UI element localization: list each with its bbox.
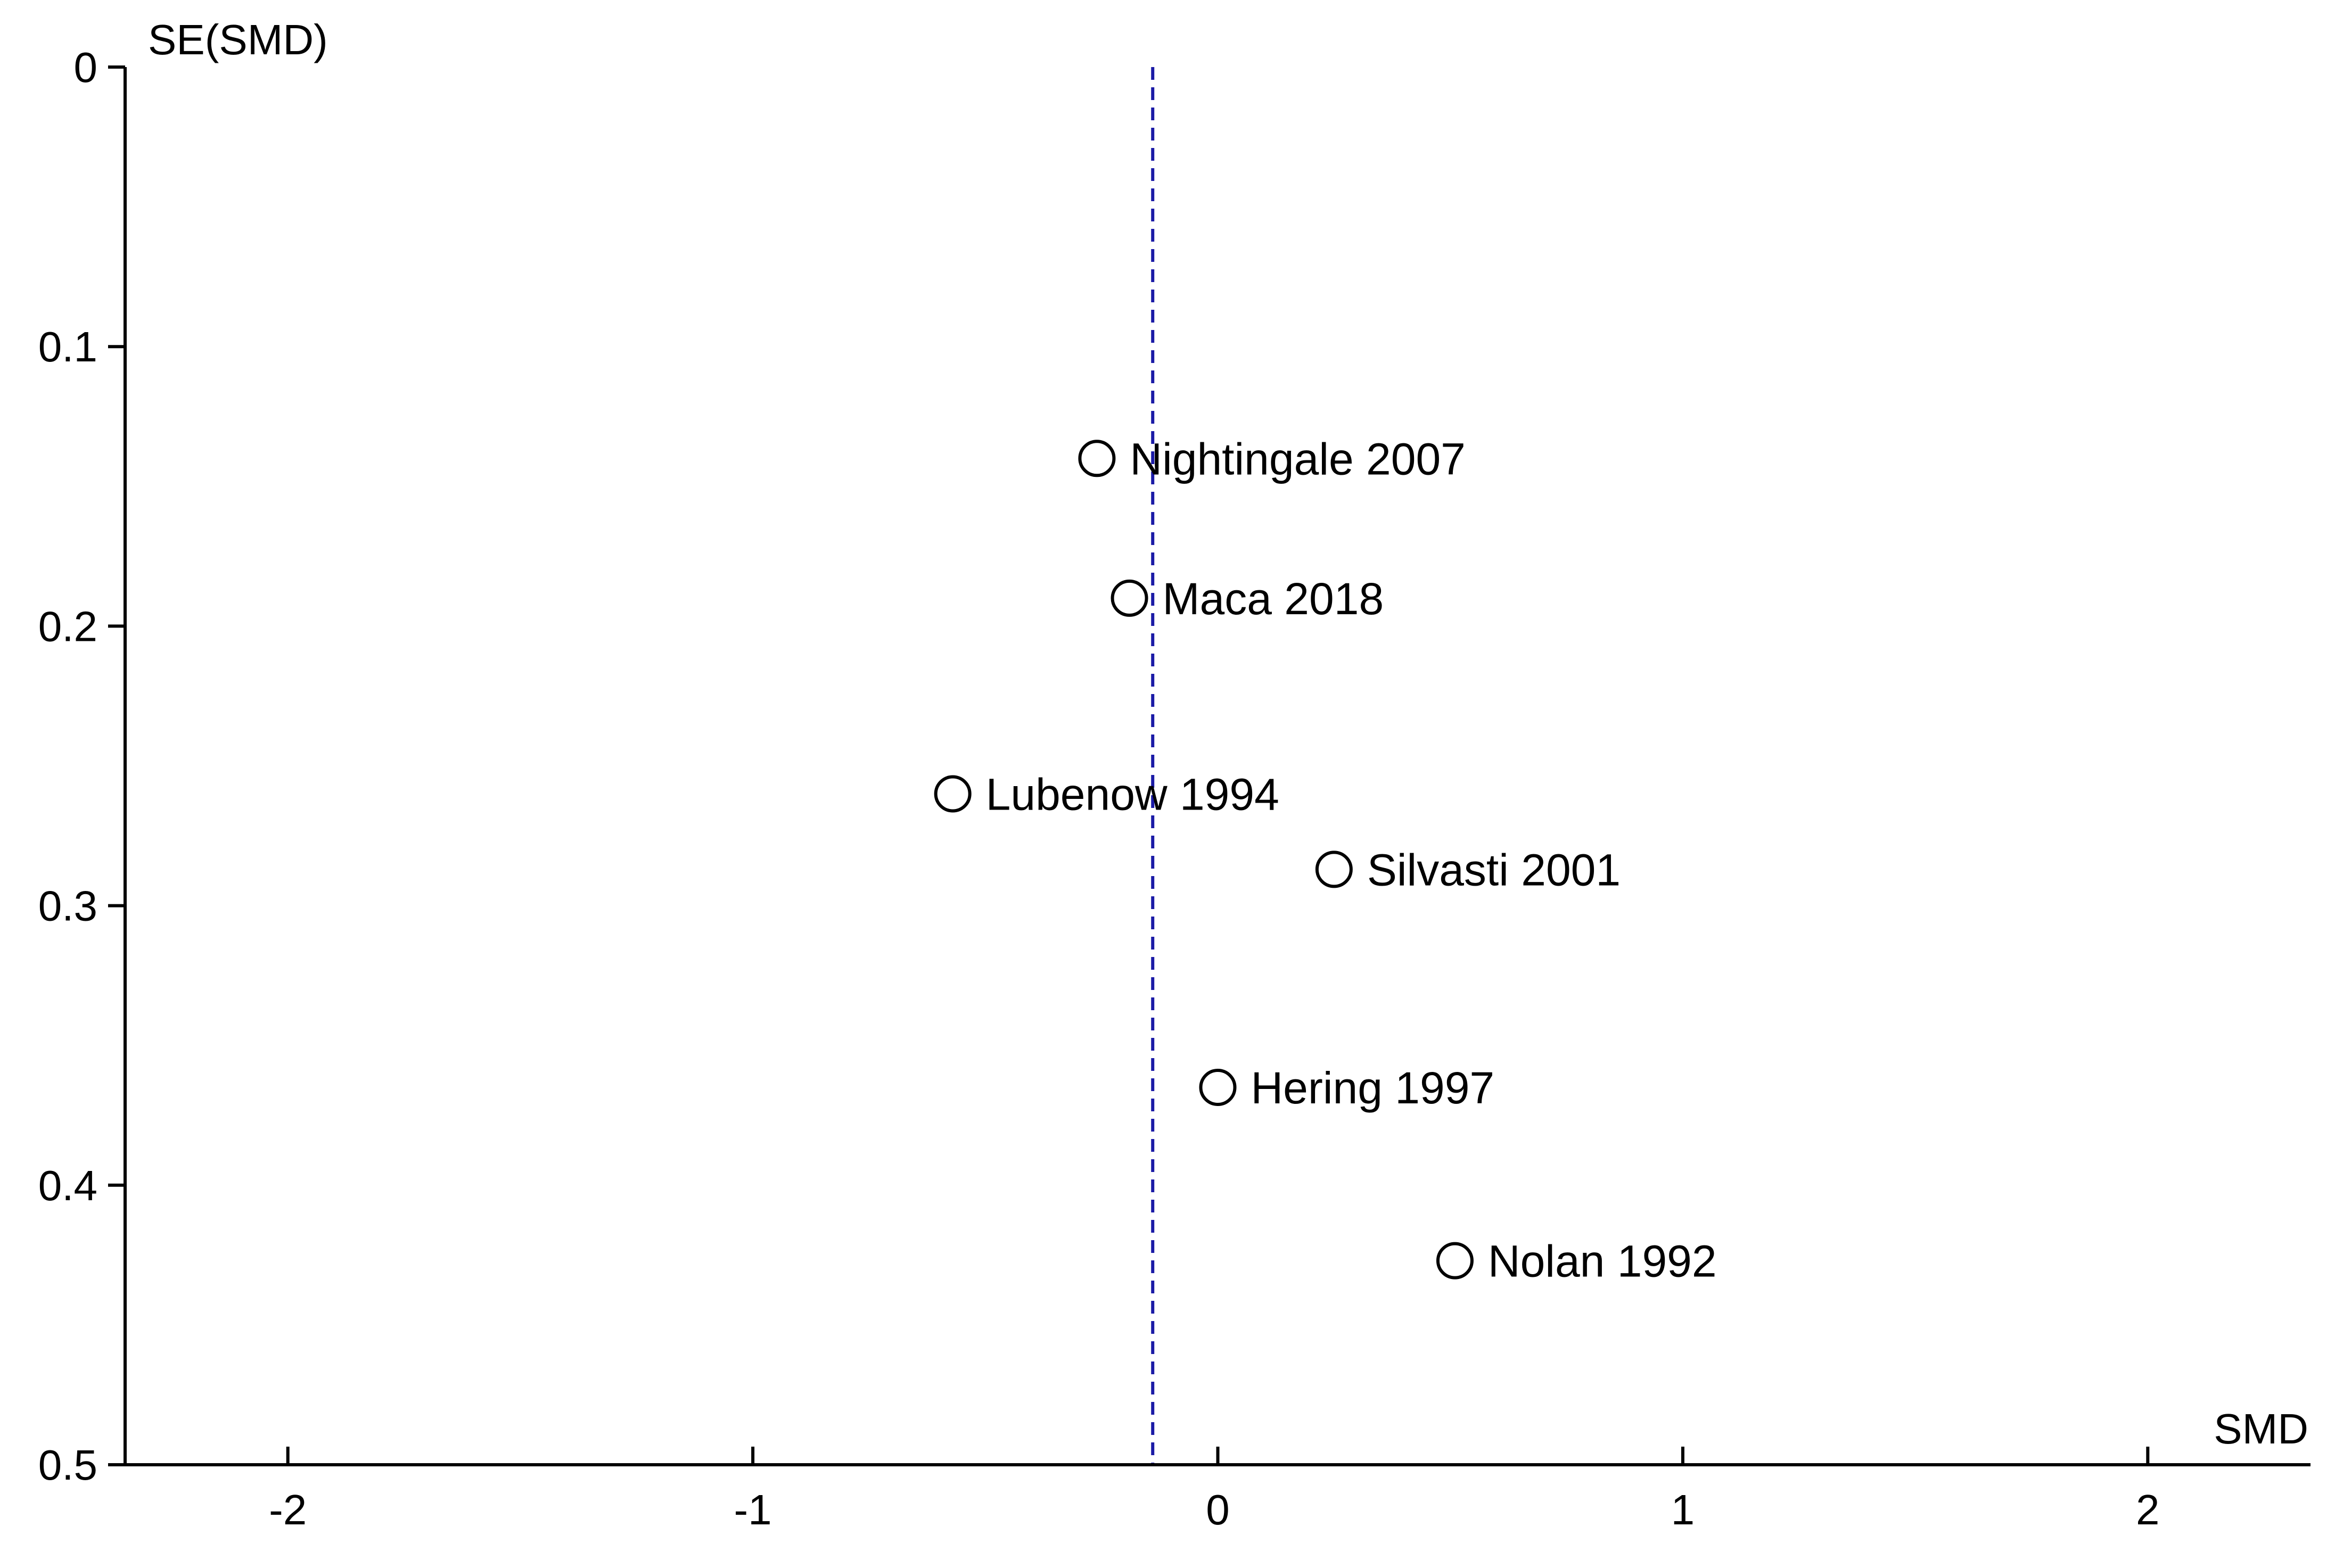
y-tick-label: 0.5 bbox=[38, 1441, 97, 1489]
study-label: Nolan 1992 bbox=[1488, 1236, 1717, 1286]
y-tick-label: 0.4 bbox=[38, 1162, 97, 1209]
study-label: Maca 2018 bbox=[1163, 574, 1384, 624]
study-point bbox=[1436, 1242, 1474, 1280]
study-label: Lubenow 1994 bbox=[986, 770, 1279, 820]
y-tick-label: 0.2 bbox=[38, 603, 97, 650]
points-layer: Nightingale 2007 Maca 2018 Lubenow 1994 Sil… bbox=[934, 434, 1717, 1286]
study-point bbox=[1111, 579, 1148, 617]
y-tick-label: 0 bbox=[74, 44, 98, 91]
study-point bbox=[1315, 851, 1353, 888]
x-axis-title: SMD bbox=[2214, 1405, 2308, 1453]
y-axis-title: SE(SMD) bbox=[148, 16, 328, 63]
y-tick-label: 0.1 bbox=[38, 323, 97, 370]
y-tick-label: 0.3 bbox=[38, 882, 97, 930]
study-label: Nightingale 2007 bbox=[1130, 434, 1466, 484]
x-tick-label: 2 bbox=[2136, 1486, 2160, 1533]
study-point bbox=[934, 775, 972, 813]
study-label: Silvasti 2001 bbox=[1367, 845, 1621, 895]
x-tick-label: -1 bbox=[734, 1486, 772, 1533]
study-label: Hering 1997 bbox=[1251, 1063, 1495, 1113]
axes-layer bbox=[124, 67, 2311, 1466]
study-point bbox=[1199, 1068, 1237, 1106]
x-tick-label: -2 bbox=[269, 1486, 307, 1533]
x-tick-label: 0 bbox=[1206, 1486, 1230, 1533]
ticks-layer: -2 -1 0 1 2 0 0.1 0.2 0.3 0.4 0.5 bbox=[38, 44, 2160, 1533]
x-tick-label: 1 bbox=[1671, 1486, 1695, 1533]
study-point bbox=[1078, 440, 1116, 477]
